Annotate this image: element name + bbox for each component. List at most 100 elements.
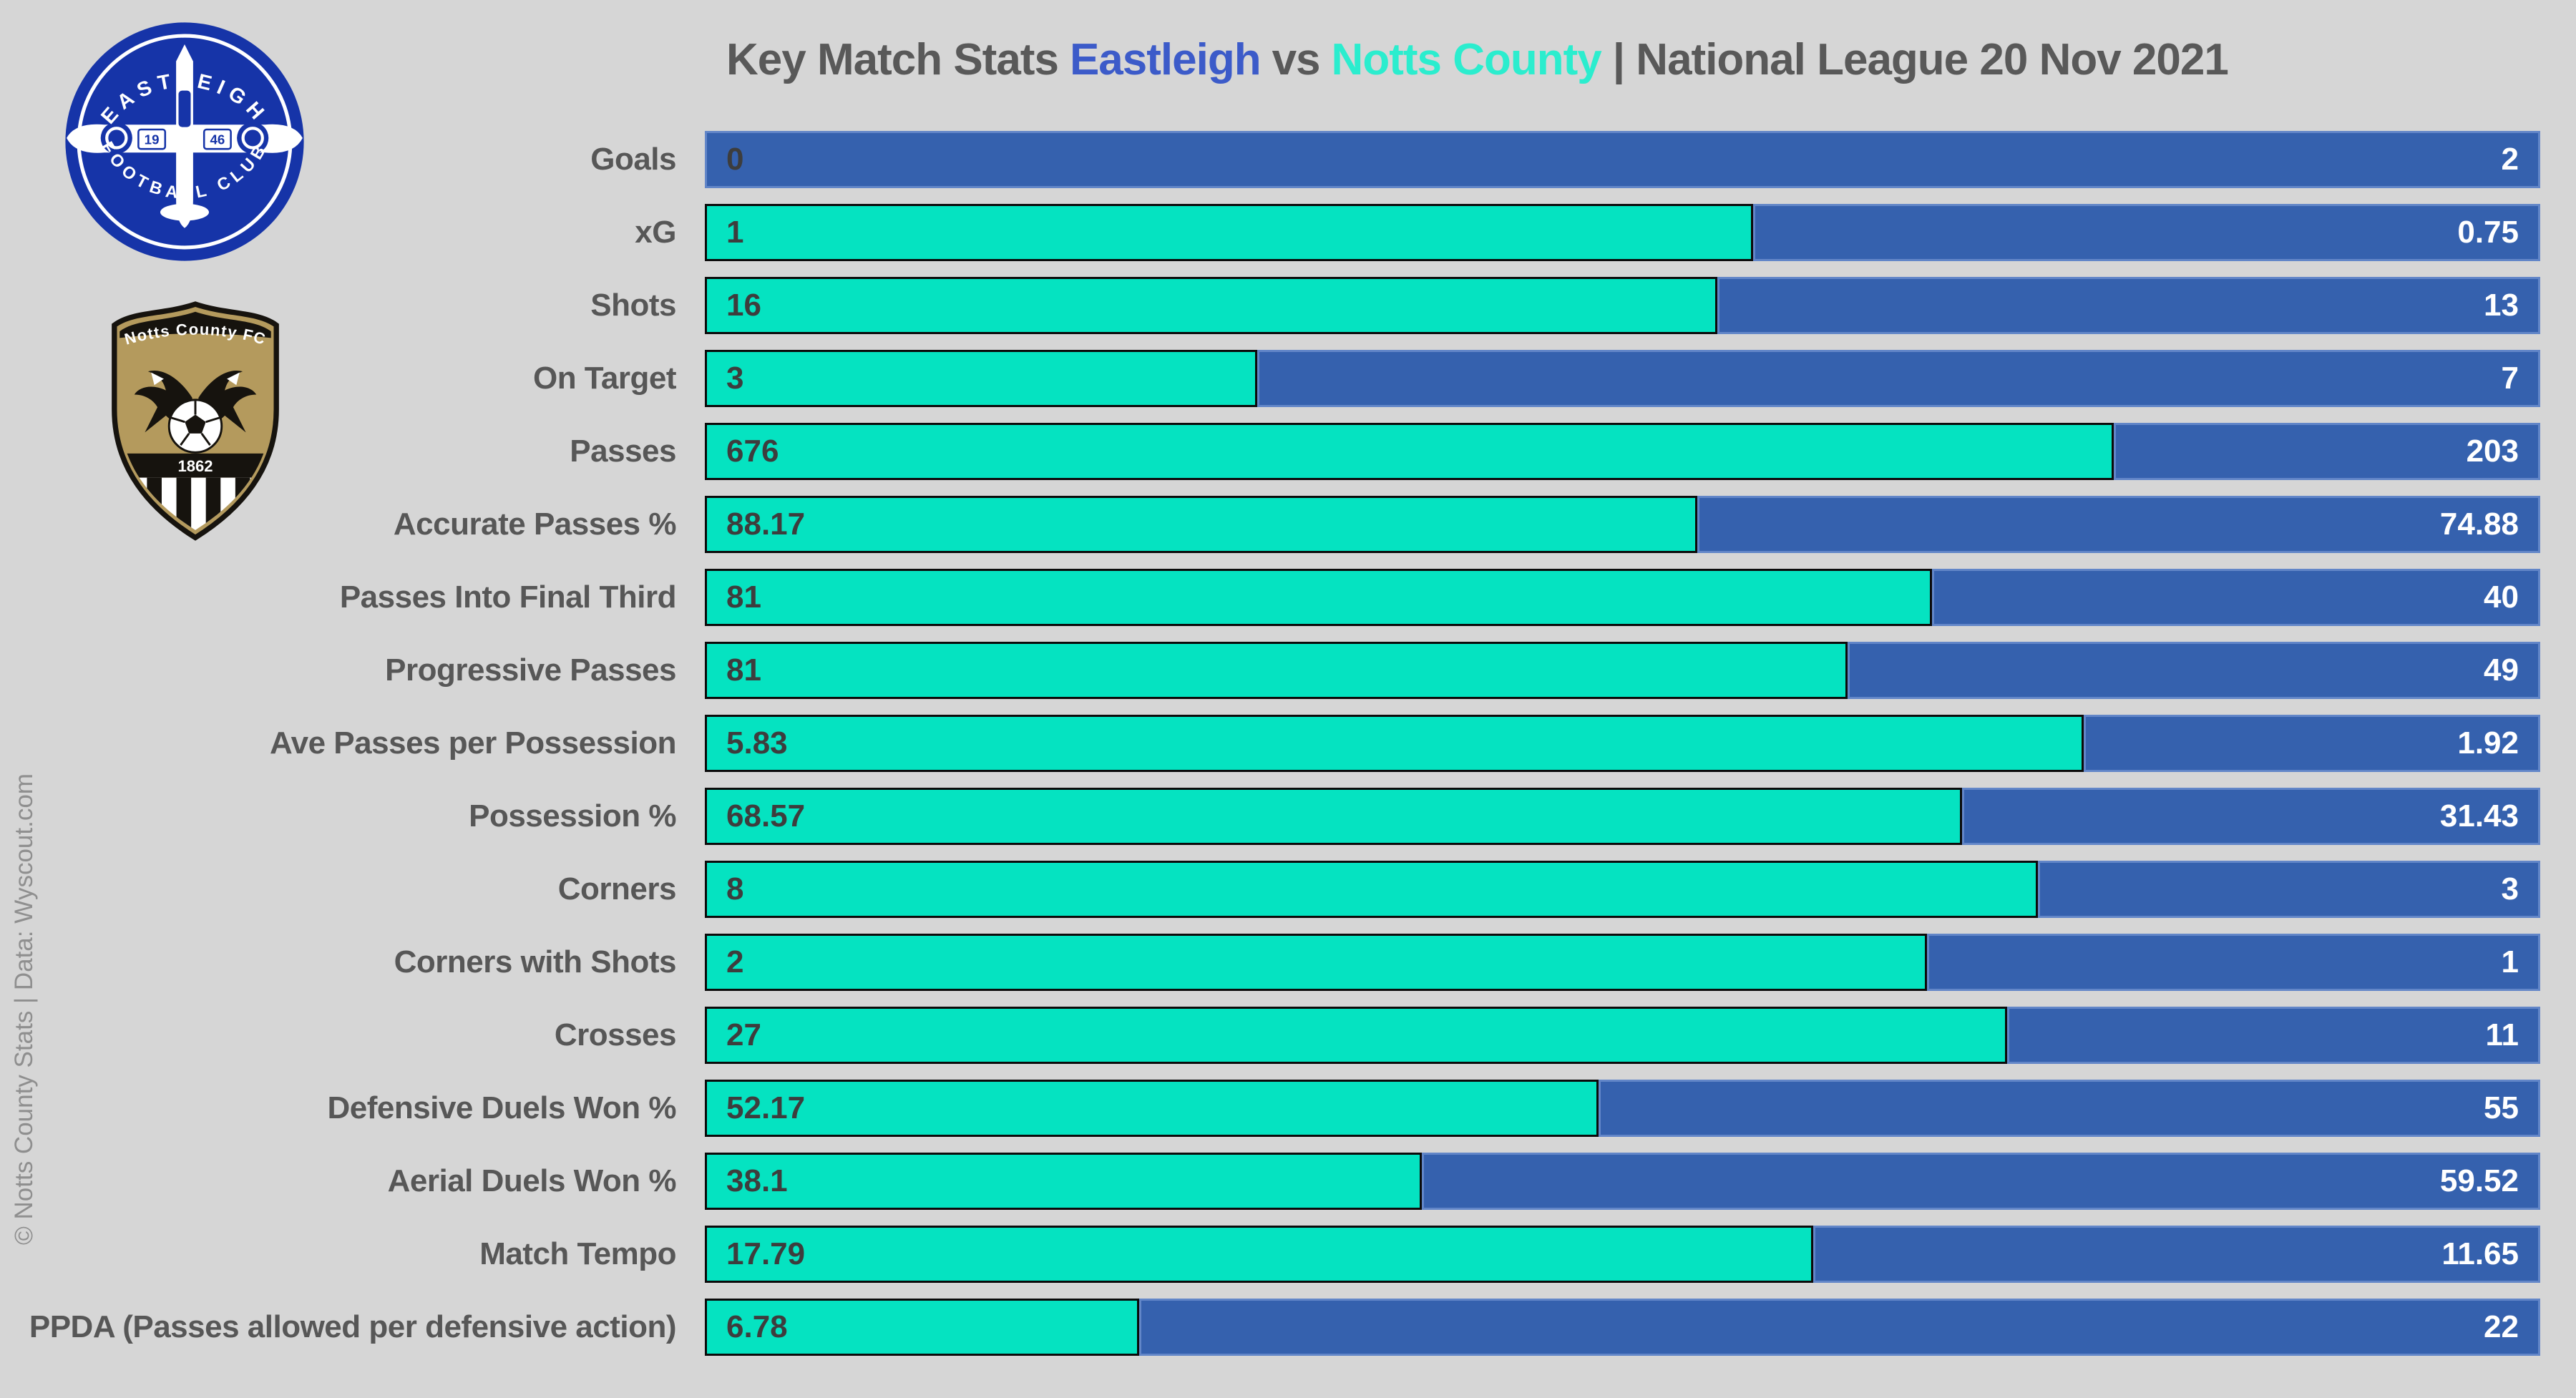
stat-bar: 68.57 31.43 bbox=[705, 788, 2540, 845]
away-value: 11 bbox=[2485, 1017, 2519, 1052]
home-bar-segment bbox=[705, 861, 2038, 918]
away-value: 2 bbox=[2501, 142, 2519, 177]
stat-bar: 0 2 bbox=[705, 131, 2540, 188]
home-value: 3 bbox=[726, 361, 744, 396]
notts-founding-year: 1862 bbox=[177, 457, 213, 475]
stat-bar: 52.17 55 bbox=[705, 1080, 2540, 1137]
home-value: 6.78 bbox=[726, 1309, 788, 1344]
notts-county-crest: 1862 Notts County FC bbox=[90, 298, 301, 545]
title-suffix: | National League 20 Nov 2021 bbox=[1612, 35, 2229, 84]
home-value: 88.17 bbox=[726, 507, 806, 542]
stats-bar-chart: Goals 0 2 xG 1 0.75 Shots 16 bbox=[0, 123, 2576, 1364]
stat-label: PPDA (Passes allowed per defensive actio… bbox=[29, 1309, 677, 1344]
away-bar-segment bbox=[1257, 350, 2540, 407]
stat-label: Corners bbox=[557, 871, 677, 906]
home-value: 2 bbox=[726, 944, 744, 979]
stat-row: Passes 676 203 bbox=[0, 415, 2576, 488]
stat-bar: 6.78 22 bbox=[705, 1299, 2540, 1356]
home-bar-segment bbox=[705, 496, 1697, 553]
away-value: 59.52 bbox=[2439, 1163, 2519, 1198]
away-bar-segment bbox=[1697, 496, 2540, 553]
stat-label: Progressive Passes bbox=[385, 652, 676, 688]
stat-label: Crosses bbox=[554, 1017, 677, 1052]
stat-row: Corners with Shots 2 1 bbox=[0, 926, 2576, 999]
away-bar-segment bbox=[705, 131, 2540, 188]
stat-row: Progressive Passes 81 49 bbox=[0, 634, 2576, 707]
home-value: 8 bbox=[726, 871, 744, 906]
home-bar-segment bbox=[705, 715, 2084, 772]
stat-bar: 81 49 bbox=[705, 642, 2540, 699]
home-bar-segment bbox=[705, 1153, 1423, 1210]
stat-row: Accurate Passes % 88.17 74.88 bbox=[0, 488, 2576, 561]
stat-bar: 2 1 bbox=[705, 934, 2540, 991]
eastleigh-crest: 19 46 EASTLEIGH FOOTBALL CLUB bbox=[63, 20, 306, 263]
stat-label: Passes Into Final Third bbox=[339, 580, 677, 615]
eastleigh-year-left: 19 bbox=[145, 132, 160, 147]
stat-row: Defensive Duels Won % 52.17 55 bbox=[0, 1072, 2576, 1145]
away-value: 31.43 bbox=[2439, 798, 2519, 834]
stat-bar: 81 40 bbox=[705, 569, 2540, 626]
stat-row: Crosses 27 11 bbox=[0, 999, 2576, 1072]
stat-label: Shots bbox=[590, 288, 676, 323]
home-value: 676 bbox=[726, 434, 779, 469]
away-bar-segment bbox=[2037, 861, 2540, 918]
stat-bar: 8 3 bbox=[705, 861, 2540, 918]
home-value: 16 bbox=[726, 288, 761, 323]
stat-bar: 88.17 74.88 bbox=[705, 496, 2540, 553]
stat-row: PPDA (Passes allowed per defensive actio… bbox=[0, 1291, 2576, 1364]
home-bar-segment bbox=[705, 1007, 2007, 1064]
away-value: 1 bbox=[2501, 944, 2519, 979]
home-bar-segment bbox=[705, 934, 1927, 991]
home-bar-segment bbox=[705, 1299, 1140, 1356]
stat-bar: 5.83 1.92 bbox=[705, 715, 2540, 772]
away-team-name: Notts County bbox=[1331, 35, 1602, 84]
stat-label: Accurate Passes % bbox=[393, 507, 677, 542]
home-bar-segment bbox=[705, 788, 1962, 845]
home-bar-segment bbox=[705, 423, 2114, 480]
stat-row: Corners 8 3 bbox=[0, 853, 2576, 926]
away-value: 0.75 bbox=[2457, 215, 2519, 250]
away-bar-segment bbox=[2083, 715, 2540, 772]
chart-title: Key Match Stats Eastleigh vs Notts Count… bbox=[726, 35, 2229, 84]
stat-label: Aerial Duels Won % bbox=[387, 1163, 677, 1198]
away-bar-segment bbox=[1927, 934, 2540, 991]
stat-row: Shots 16 13 bbox=[0, 269, 2576, 342]
home-value: 52.17 bbox=[726, 1090, 806, 1125]
home-bar-segment bbox=[705, 1226, 1813, 1283]
stat-row: Match Tempo 17.79 11.65 bbox=[0, 1218, 2576, 1291]
stat-label: Goals bbox=[590, 142, 676, 177]
stat-bar: 16 13 bbox=[705, 277, 2540, 334]
home-bar-segment bbox=[705, 642, 1848, 699]
away-value: 55 bbox=[2484, 1090, 2519, 1125]
title-vs: vs bbox=[1272, 35, 1321, 84]
home-value: 81 bbox=[726, 652, 761, 688]
away-bar-segment bbox=[1813, 1226, 2540, 1283]
away-bar-segment bbox=[2114, 423, 2540, 480]
stat-bar: 1 0.75 bbox=[705, 204, 2540, 261]
stat-row: Possession % 68.57 31.43 bbox=[0, 780, 2576, 853]
stat-bar: 38.1 59.52 bbox=[705, 1153, 2540, 1210]
home-value: 17.79 bbox=[726, 1236, 806, 1271]
stat-label: Ave Passes per Possession bbox=[270, 725, 677, 761]
stat-row: Passes Into Final Third 81 40 bbox=[0, 561, 2576, 634]
home-value: 0 bbox=[726, 142, 744, 177]
away-bar-segment bbox=[1598, 1080, 2540, 1137]
home-bar-segment bbox=[705, 277, 1717, 334]
away-value: 22 bbox=[2484, 1309, 2519, 1344]
away-value: 7 bbox=[2501, 361, 2519, 396]
home-value: 27 bbox=[726, 1017, 761, 1052]
home-value: 68.57 bbox=[726, 798, 806, 834]
eastleigh-crest-icon: 19 46 EASTLEIGH FOOTBALL CLUB bbox=[65, 22, 304, 261]
stat-row: Aerial Duels Won % 38.1 59.52 bbox=[0, 1145, 2576, 1218]
stat-label: On Target bbox=[532, 361, 677, 396]
stat-label: Match Tempo bbox=[479, 1236, 676, 1271]
away-bar-segment bbox=[1752, 204, 2540, 261]
away-value: 1.92 bbox=[2457, 725, 2519, 761]
away-value: 13 bbox=[2484, 288, 2519, 323]
stat-label: Passes bbox=[570, 434, 676, 469]
away-bar-segment bbox=[1717, 277, 2540, 334]
stat-label: Corners with Shots bbox=[394, 944, 677, 979]
home-value: 5.83 bbox=[726, 725, 788, 761]
away-bar-segment bbox=[1422, 1153, 2540, 1210]
away-value: 3 bbox=[2501, 871, 2519, 906]
